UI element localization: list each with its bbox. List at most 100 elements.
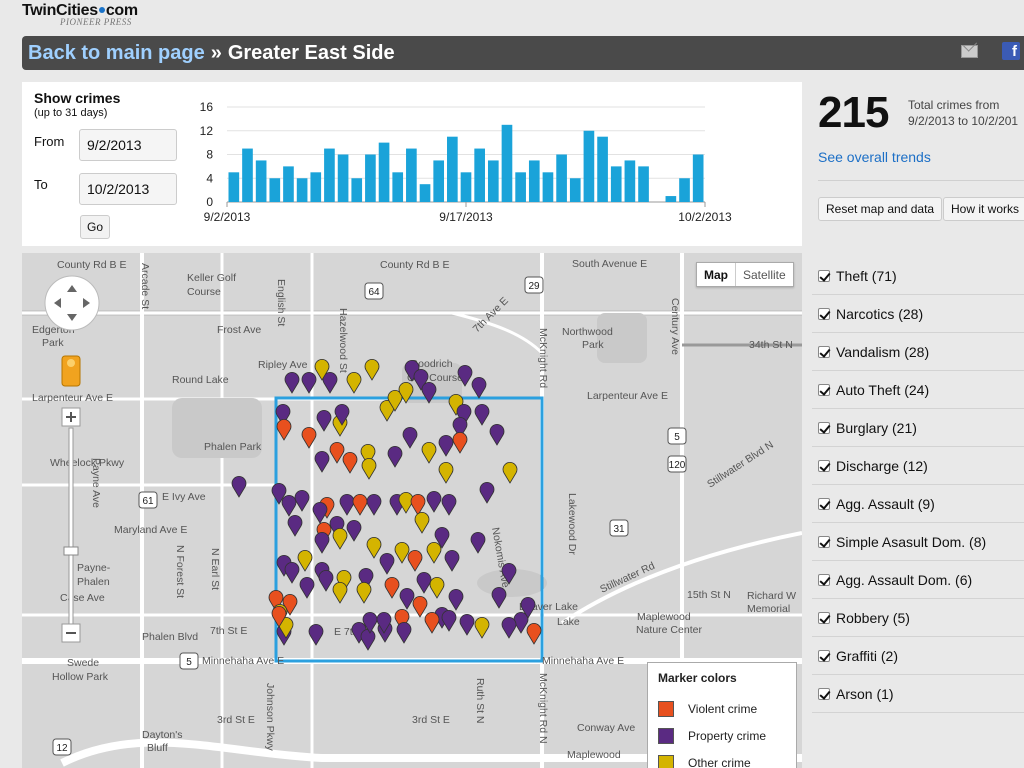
chart-bar[interactable]: [569, 178, 581, 202]
crime-marker-pin[interactable]: [416, 571, 432, 594]
to-date-input[interactable]: 10/2/2013: [79, 173, 177, 205]
map-canvas[interactable]: County Rd B E Keller Golf Course County Rd …: [22, 253, 802, 768]
crime-marker-pin[interactable]: [399, 587, 415, 610]
chart-bar[interactable]: [433, 160, 445, 202]
crime-marker-pin[interactable]: [526, 622, 542, 645]
chart-bar[interactable]: [324, 148, 335, 202]
chart-bar[interactable]: [556, 154, 567, 203]
zoom-slider[interactable]: [68, 427, 74, 625]
overall-trends-link[interactable]: See overall trends: [818, 149, 931, 165]
chart-bar[interactable]: [474, 148, 485, 202]
crime-marker-pin[interactable]: [459, 613, 475, 636]
crime-marker-pin[interactable]: [301, 371, 317, 394]
chart-bar[interactable]: [692, 154, 704, 203]
checkbox-checked-icon[interactable]: [818, 535, 830, 548]
chart-bar[interactable]: [487, 160, 499, 202]
chart-bar[interactable]: [597, 136, 608, 202]
chart-bar[interactable]: [460, 172, 472, 202]
crime-marker-pin[interactable]: [456, 403, 472, 426]
crime-marker-pin[interactable]: [474, 616, 490, 639]
crime-marker-pin[interactable]: [336, 569, 352, 592]
crime-marker-pin[interactable]: [387, 389, 403, 412]
crime-marker-pin[interactable]: [421, 381, 437, 404]
chart-bar[interactable]: [283, 166, 294, 202]
crime-marker-pin[interactable]: [231, 475, 247, 498]
map-type-satellite-button[interactable]: Satellite: [743, 268, 786, 282]
map-type-map-button[interactable]: Map: [697, 263, 736, 286]
how-it-works-button[interactable]: How it works: [943, 197, 1024, 221]
checkbox-checked-icon[interactable]: [818, 687, 830, 700]
chart-bar[interactable]: [296, 178, 308, 202]
crime-marker-pin[interactable]: [396, 621, 412, 644]
crime-marker-pin[interactable]: [448, 393, 464, 416]
crime-marker-pin[interactable]: [444, 549, 460, 572]
crime-marker-pin[interactable]: [394, 608, 410, 631]
crime-marker-pin[interactable]: [452, 416, 468, 439]
checkbox-checked-icon[interactable]: [818, 307, 830, 320]
from-date-input[interactable]: 9/2/2013: [79, 129, 177, 161]
crime-marker-pin[interactable]: [448, 588, 464, 611]
crime-marker-pin[interactable]: [332, 581, 348, 604]
crime-marker-pin[interactable]: [361, 457, 377, 480]
crime-marker-pin[interactable]: [346, 519, 362, 542]
chart-bar[interactable]: [528, 160, 540, 202]
crime-marker-pin[interactable]: [339, 493, 355, 516]
pan-control[interactable]: [44, 275, 100, 331]
chart-bar[interactable]: [610, 166, 622, 202]
crime-marker-pin[interactable]: [284, 371, 300, 394]
crime-marker-pin[interactable]: [271, 605, 287, 628]
crime-marker-pin[interactable]: [474, 403, 490, 426]
crime-marker-pin[interactable]: [308, 623, 324, 646]
checkbox-checked-icon[interactable]: [818, 611, 830, 624]
crime-marker-pin[interactable]: [491, 586, 507, 609]
crime-marker-pin[interactable]: [501, 562, 517, 585]
crime-marker-pin[interactable]: [346, 371, 362, 394]
crime-marker-pin[interactable]: [424, 611, 440, 634]
crime-marker-pin[interactable]: [410, 493, 426, 516]
zoom-slider-handle[interactable]: [63, 546, 79, 556]
crime-marker-pin[interactable]: [387, 445, 403, 468]
chart-bar[interactable]: [679, 178, 690, 202]
site-logo[interactable]: TwinCities com PIONEER PRESS: [22, 2, 138, 34]
crime-marker-pin[interactable]: [402, 426, 418, 449]
crime-filter-simple-assault-dom[interactable]: Simple Asasult Dom. (8): [812, 523, 1024, 561]
go-button[interactable]: Go: [80, 215, 110, 239]
crime-marker-pin[interactable]: [281, 494, 297, 517]
crime-map[interactable]: County Rd B E Keller Golf Course County Rd …: [22, 253, 802, 768]
crime-marker-pin[interactable]: [329, 441, 345, 464]
crime-marker-pin[interactable]: [479, 481, 495, 504]
checkbox-checked-icon[interactable]: [818, 573, 830, 586]
crime-marker-pin[interactable]: [316, 409, 332, 432]
pegman-icon[interactable]: [61, 355, 81, 387]
crime-marker-pin[interactable]: [489, 423, 505, 446]
chart-bar[interactable]: [447, 136, 458, 202]
crime-filter-theft[interactable]: Theft (71): [812, 257, 1024, 295]
chart-bar[interactable]: [351, 178, 363, 202]
crime-marker-pin[interactable]: [342, 451, 358, 474]
crime-marker-pin[interactable]: [276, 418, 292, 441]
crime-filter-narcotics[interactable]: Narcotics (28): [812, 295, 1024, 333]
crime-marker-pin[interactable]: [366, 536, 382, 559]
checkbox-checked-icon[interactable]: [818, 269, 830, 282]
chart-bar[interactable]: [515, 172, 526, 202]
chart-bar[interactable]: [228, 172, 240, 202]
facebook-icon[interactable]: f: [1002, 42, 1020, 60]
crime-marker-pin[interactable]: [470, 531, 486, 554]
chart-bar[interactable]: [310, 172, 322, 202]
crime-filter-auto-theft[interactable]: Auto Theft (24): [812, 371, 1024, 409]
chart-bar[interactable]: [583, 130, 595, 202]
zoom-out-button[interactable]: [61, 623, 81, 643]
crime-marker-pin[interactable]: [501, 616, 517, 639]
crime-marker-pin[interactable]: [413, 368, 429, 391]
crime-marker-pin[interactable]: [275, 403, 291, 426]
chart-bar[interactable]: [337, 154, 349, 203]
crime-marker-pin[interactable]: [364, 358, 380, 381]
crime-marker-pin[interactable]: [352, 493, 368, 516]
crime-marker-pin[interactable]: [322, 371, 338, 394]
chart-bar[interactable]: [665, 196, 677, 202]
crime-marker-pin[interactable]: [441, 609, 457, 632]
crime-filter-agg-assault-dom[interactable]: Agg. Assault Dom. (6): [812, 561, 1024, 599]
crime-marker-pin[interactable]: [398, 381, 414, 404]
crime-marker-pin[interactable]: [301, 426, 317, 449]
email-icon[interactable]: [961, 45, 978, 58]
